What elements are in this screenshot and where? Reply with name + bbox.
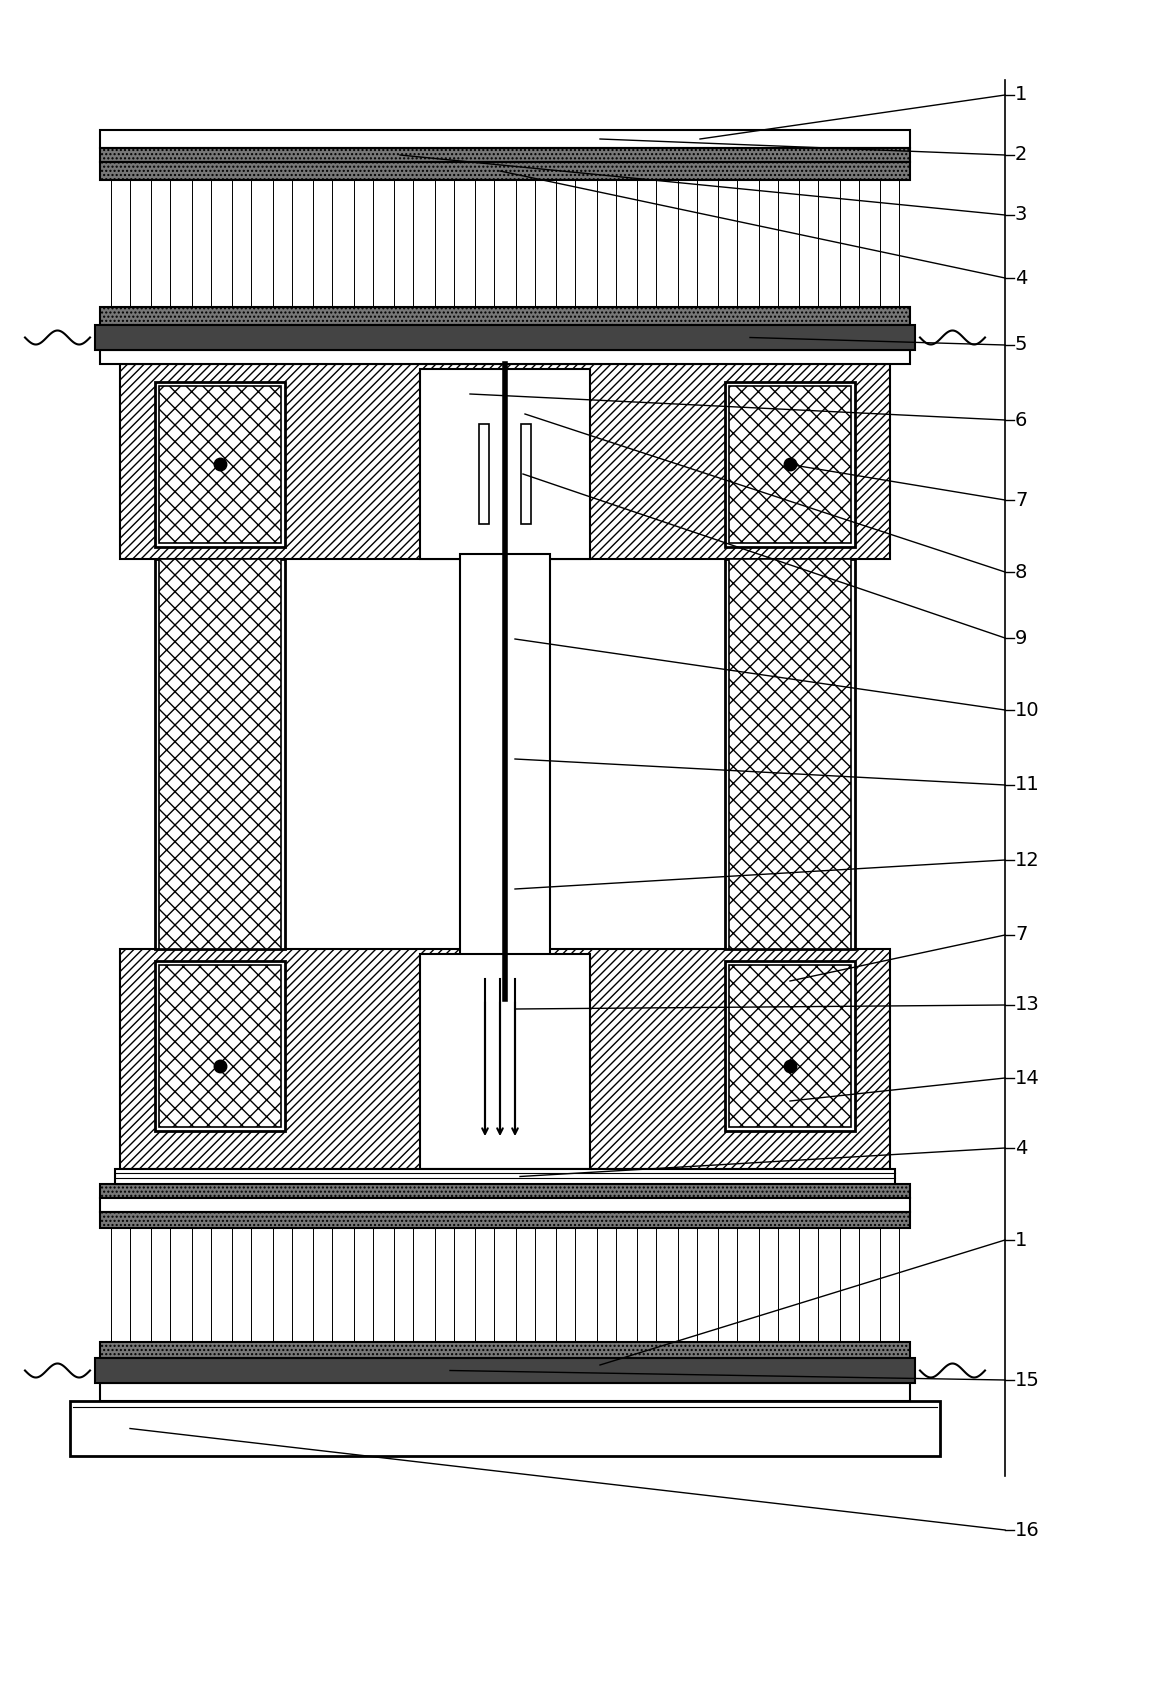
Text: 7: 7 (1014, 490, 1027, 509)
Bar (110, 162, 130, 307)
Bar (95, 1359, 914, 1383)
Bar (159, 386, 281, 543)
Text: 13: 13 (1014, 995, 1040, 1014)
Text: 9: 9 (1014, 628, 1027, 647)
Bar (799, 162, 818, 307)
Bar (677, 1212, 697, 1342)
Bar (192, 162, 211, 307)
Text: 7: 7 (1014, 925, 1027, 944)
Bar (460, 555, 550, 959)
Bar (313, 162, 332, 307)
Bar (596, 1212, 616, 1342)
Bar (729, 964, 851, 1127)
Bar (70, 1401, 940, 1456)
Bar (759, 1212, 779, 1342)
Bar (718, 162, 738, 307)
Text: 2: 2 (1014, 145, 1027, 164)
Bar (232, 1212, 251, 1342)
Bar (100, 1198, 910, 1212)
Bar (725, 961, 855, 1132)
Bar (521, 423, 531, 524)
Text: 11: 11 (1014, 775, 1040, 794)
Bar (637, 162, 657, 307)
Text: 6: 6 (1014, 410, 1027, 430)
Bar (115, 1169, 895, 1185)
Bar (232, 162, 251, 307)
Bar (419, 369, 590, 558)
Bar (100, 350, 910, 364)
Bar (100, 1342, 910, 1359)
Bar (729, 386, 851, 543)
Bar (725, 558, 855, 949)
Bar (155, 382, 285, 546)
Text: 14: 14 (1014, 1069, 1040, 1087)
Bar (839, 1212, 859, 1342)
Bar (353, 1212, 373, 1342)
Bar (725, 382, 855, 546)
Bar (313, 1212, 332, 1342)
Bar (273, 1212, 292, 1342)
Bar (273, 162, 292, 307)
Bar (394, 162, 414, 307)
Bar (120, 364, 890, 558)
Bar (475, 162, 495, 307)
Bar (419, 954, 590, 1169)
Text: 4: 4 (1014, 268, 1027, 287)
Bar (435, 1212, 454, 1342)
Bar (759, 162, 779, 307)
Text: 5: 5 (1014, 336, 1027, 355)
Bar (435, 162, 454, 307)
Bar (110, 1212, 130, 1342)
Bar (100, 149, 910, 162)
Text: 8: 8 (1014, 563, 1027, 582)
Bar (516, 1212, 535, 1342)
Text: 12: 12 (1014, 850, 1040, 869)
Bar (799, 1212, 818, 1342)
Text: 3: 3 (1014, 205, 1027, 225)
Bar (677, 162, 697, 307)
Bar (880, 162, 899, 307)
Bar (394, 1212, 414, 1342)
Text: 4: 4 (1014, 1139, 1027, 1157)
Bar (596, 162, 616, 307)
Text: 16: 16 (1014, 1521, 1040, 1540)
Bar (100, 130, 910, 149)
Bar (637, 1212, 657, 1342)
Bar (718, 1212, 738, 1342)
Bar (475, 1212, 495, 1342)
Text: 15: 15 (1014, 1371, 1040, 1389)
Bar (353, 162, 373, 307)
Bar (100, 1212, 910, 1227)
Bar (192, 1212, 211, 1342)
Bar (880, 1212, 899, 1342)
Bar (557, 1212, 575, 1342)
Bar (100, 162, 910, 179)
Bar (516, 162, 535, 307)
Text: 1: 1 (1014, 85, 1027, 104)
Bar (557, 162, 575, 307)
Bar (95, 324, 914, 350)
Bar (100, 1185, 910, 1198)
Bar (151, 1212, 171, 1342)
Bar (100, 1383, 910, 1401)
Text: 1: 1 (1014, 1231, 1027, 1250)
Bar (479, 423, 489, 524)
Bar (100, 307, 910, 324)
Text: 10: 10 (1014, 700, 1040, 719)
Bar (151, 162, 171, 307)
Bar (159, 964, 281, 1127)
Bar (729, 558, 851, 949)
Bar (839, 162, 859, 307)
Bar (155, 961, 285, 1132)
Bar (155, 558, 285, 949)
Bar (159, 558, 281, 949)
Bar (120, 949, 890, 1169)
